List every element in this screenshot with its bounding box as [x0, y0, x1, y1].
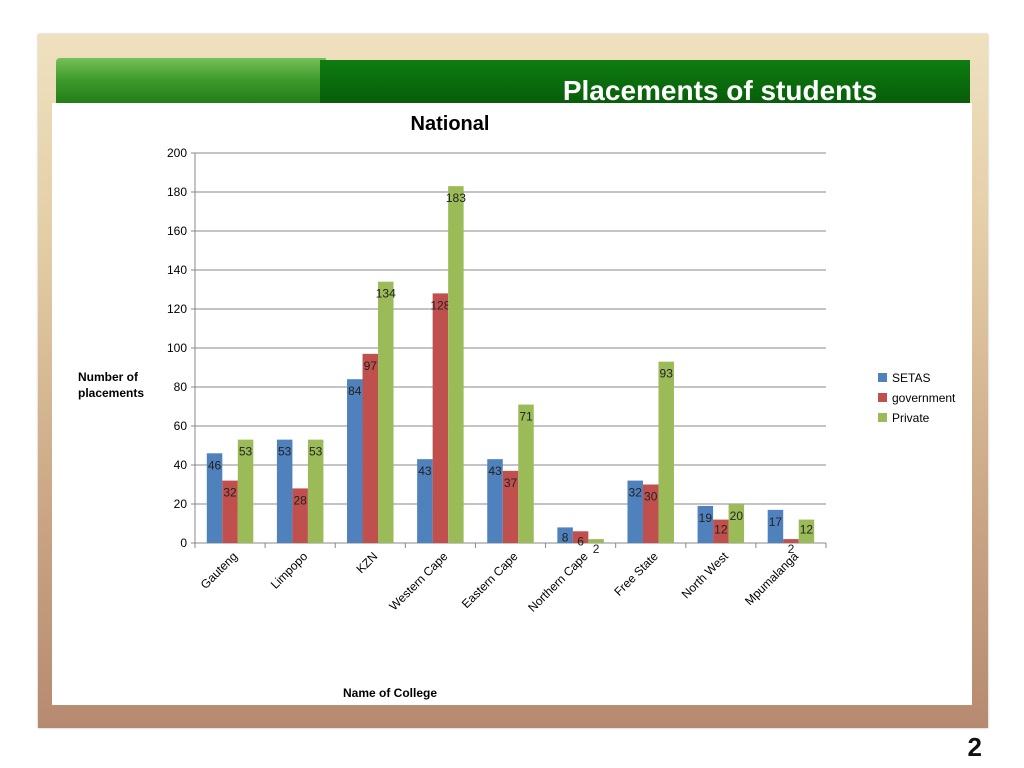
x-tick-label: Eastern Cape — [459, 549, 521, 611]
data-label: 183 — [446, 191, 466, 205]
x-tick-label: Limpopo — [268, 549, 311, 592]
bar — [658, 361, 674, 543]
data-label: 71 — [519, 410, 533, 424]
x-tick-label: Gauteng — [198, 549, 240, 591]
title-banner — [320, 60, 970, 106]
y-axis-title-line1: Number of — [78, 370, 139, 384]
x-tick-label: North West — [679, 549, 732, 602]
banner-accent — [56, 58, 326, 106]
y-axis-title-line2: placements — [78, 386, 144, 400]
bar — [572, 531, 589, 543]
bar — [276, 439, 293, 543]
data-label: 19 — [699, 511, 713, 525]
bar — [518, 404, 534, 543]
y-tick-label: 120 — [167, 302, 187, 316]
y-tick-label: 140 — [167, 263, 187, 277]
y-tick-label: 180 — [167, 185, 187, 199]
data-label: 17 — [769, 515, 783, 529]
bar — [502, 470, 519, 543]
y-tick-label: 160 — [167, 224, 187, 238]
data-label: 6 — [577, 534, 584, 548]
legend-label: Private — [892, 411, 930, 425]
bar — [206, 453, 223, 543]
y-axis: 0 20 40 60 80 100 120 140 160 180 200 — [167, 146, 196, 550]
data-label: 2 — [593, 542, 600, 556]
bar — [237, 439, 254, 543]
data-label: 20 — [730, 509, 744, 523]
bar — [292, 488, 308, 543]
bar — [222, 480, 238, 543]
bar — [557, 527, 573, 543]
bar — [448, 186, 464, 543]
slide-title: Placements of students — [562, 75, 878, 106]
legend-label: SETAS — [892, 371, 930, 385]
bar — [432, 293, 449, 543]
legend-swatch — [878, 373, 887, 382]
data-label: 12 — [800, 523, 814, 537]
legend-swatch — [878, 393, 887, 402]
bar — [697, 505, 714, 543]
data-label: 128 — [430, 298, 450, 312]
x-tick-label: Northern Cape — [525, 549, 591, 615]
y-tick-label: 60 — [174, 419, 188, 433]
bar — [487, 459, 503, 543]
data-label: 32 — [223, 486, 237, 500]
chart-title: National — [411, 113, 490, 135]
bar — [417, 459, 433, 543]
page-number: 2 — [967, 732, 982, 762]
data-label: 32 — [629, 486, 643, 500]
y-tick-label: 80 — [174, 380, 188, 394]
x-tick-label: Mpumalanga — [742, 549, 801, 608]
chart-panel — [52, 103, 972, 705]
data-label: 30 — [644, 490, 658, 504]
data-label: 53 — [239, 445, 253, 459]
y-tick-label: 100 — [167, 341, 187, 355]
data-label: 46 — [208, 458, 222, 472]
legend: SETAS government Private — [878, 371, 956, 425]
x-tick-label: KZN — [354, 549, 381, 576]
data-label: 43 — [488, 464, 502, 478]
data-label: 8 — [562, 530, 569, 544]
bar — [362, 353, 379, 543]
bar — [627, 480, 643, 543]
data-label: 53 — [278, 445, 292, 459]
y-tick-label: 40 — [174, 458, 188, 472]
data-label: 93 — [660, 367, 674, 381]
bar — [347, 379, 363, 543]
data-label: 53 — [309, 445, 323, 459]
data-label: 28 — [293, 493, 307, 507]
data-label: 2 — [788, 542, 795, 556]
x-axis: Gauteng Limpopo KZN Western Cape Eastern Cap… — [194, 543, 827, 615]
data-label: 37 — [504, 476, 518, 490]
bar — [642, 484, 659, 543]
legend-label: government — [892, 391, 956, 405]
x-tick-label: Western Cape — [387, 549, 451, 613]
data-label: 43 — [418, 464, 432, 478]
data-label: 12 — [714, 523, 728, 537]
bar — [588, 539, 604, 543]
bar — [728, 504, 745, 543]
bar — [798, 519, 815, 543]
data-label: 84 — [348, 384, 362, 398]
data-label: 97 — [364, 359, 378, 373]
bar — [307, 439, 324, 543]
bar — [783, 539, 799, 543]
x-axis-title: Name of College — [343, 686, 437, 700]
y-axis-title: Number of placements — [78, 370, 144, 400]
y-tick-label: 20 — [174, 497, 188, 511]
y-tick-label: 0 — [180, 536, 187, 550]
data-label: 134 — [376, 287, 396, 301]
bar — [713, 519, 729, 543]
bar — [378, 281, 394, 543]
bar — [767, 509, 784, 543]
legend-swatch — [878, 413, 887, 422]
y-tick-label: 200 — [167, 146, 187, 160]
x-tick-label: Free State — [611, 549, 661, 599]
